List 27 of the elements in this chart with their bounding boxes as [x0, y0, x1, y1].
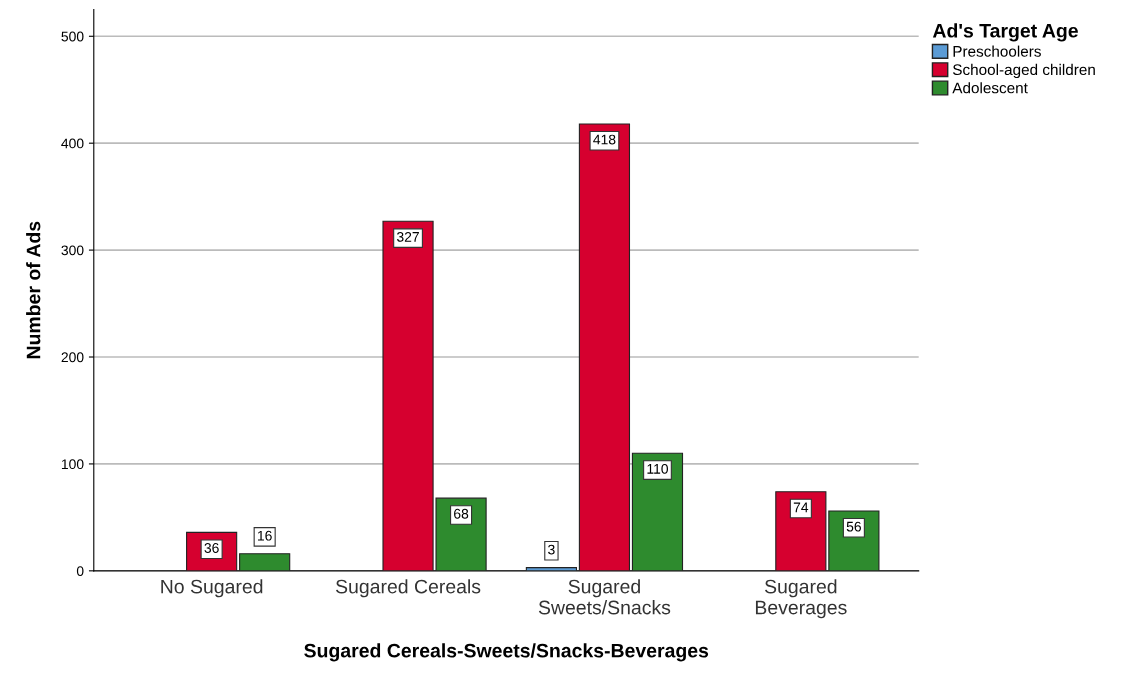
- data-label: 36: [204, 543, 219, 553]
- data-label: 16: [258, 530, 272, 541]
- data-label: 56: [846, 521, 861, 532]
- data-label: 418: [593, 134, 616, 145]
- data-label: 110: [647, 463, 668, 474]
- y-axis-title: Number of Ads: [26, 221, 41, 359]
- y-tick-label: 300: [61, 245, 84, 256]
- y-tick-label: 200: [61, 352, 84, 363]
- data-label: 327: [396, 231, 419, 242]
- legend-title: Ad's Target Age: [932, 23, 1078, 42]
- x-tick-label: Sugared Cereals: [335, 579, 481, 598]
- x-tick-label: Sugared Beverages: [755, 579, 847, 619]
- data-label: 68: [454, 508, 469, 519]
- bar: [239, 553, 291, 571]
- legend-label: Preschoolers: [953, 45, 1041, 57]
- data-label: 3: [548, 544, 555, 555]
- legend-label: Adolescent: [952, 82, 1028, 94]
- data-label: 74: [793, 502, 809, 513]
- y-tick-label: 100: [61, 459, 84, 470]
- y-tick-label: 500: [61, 31, 84, 42]
- x-tick-label: Sugared Sweets/Snacks: [538, 579, 671, 615]
- bar: [578, 123, 631, 571]
- y-tick-label: 0: [76, 566, 84, 576]
- x-tick-label: No Sugared: [161, 579, 263, 598]
- y-tick-label: 400: [61, 138, 84, 149]
- x-axis-title: Sugared Cereals-Sweets/Snacks-Beverages: [304, 643, 709, 662]
- legend-label: School-aged children: [953, 63, 1095, 79]
